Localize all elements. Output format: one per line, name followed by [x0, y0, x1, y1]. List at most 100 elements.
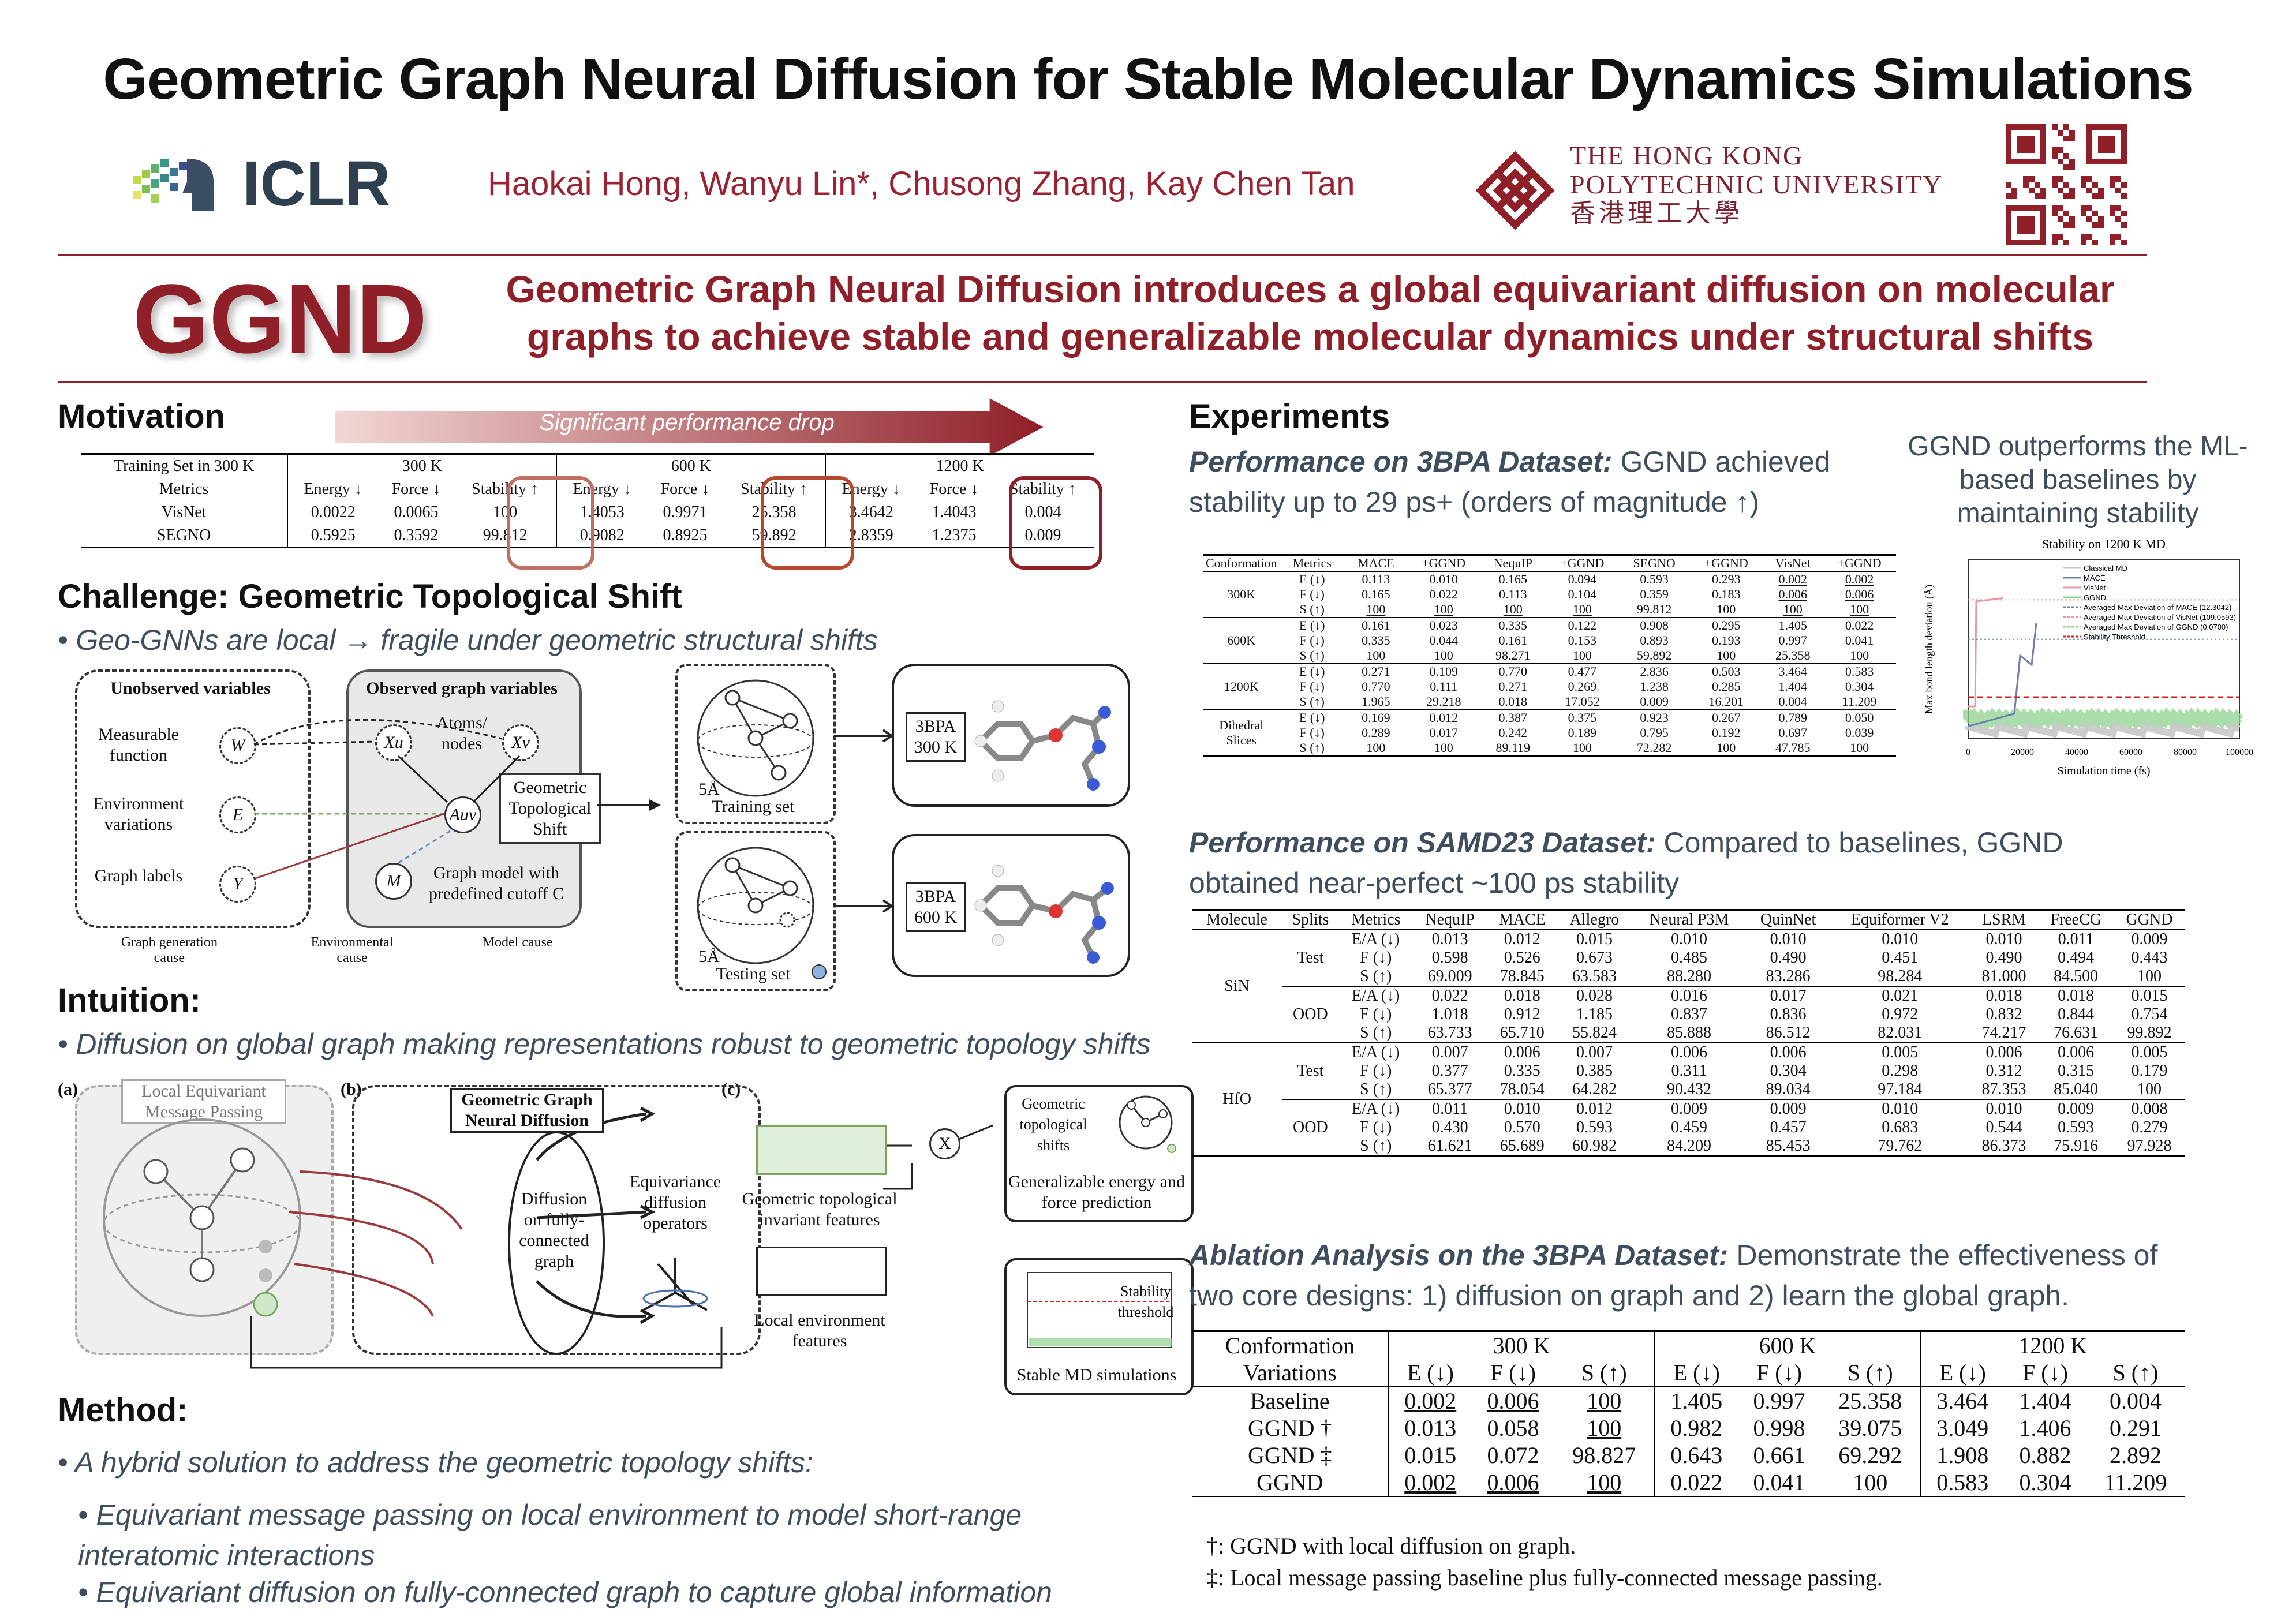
cell: 0.006: [1845, 587, 1874, 601]
cell: 0.165: [1498, 572, 1528, 586]
cell: F (↓): [1360, 1062, 1392, 1080]
table-row: S (↑) 100 100 98.271 100 59.892 100 25.358 100: [1203, 648, 1896, 664]
cell: 0.094: [1568, 572, 1597, 586]
cell: 0.9971: [663, 503, 708, 521]
cell: 1.406: [2019, 1415, 2071, 1441]
group-label: 300K: [1227, 587, 1256, 601]
cell: 0.072: [1487, 1442, 1539, 1468]
footnote-2: ‡: Local message passing baseline plus f…: [1206, 1565, 1883, 1591]
cell: 0.335: [1362, 633, 1390, 648]
divider-bottom: [58, 381, 2147, 383]
table-row: 1200K E (↓) 0.271 0.109 0.770 0.477 2.836 0.503…: [1203, 664, 1896, 694]
row-label: GGND: [1257, 1469, 1323, 1495]
cell: 0.009: [1024, 526, 1061, 544]
cell: 100: [2137, 1080, 2162, 1098]
cell: 39.075: [1838, 1415, 1902, 1441]
cell: 84.500: [2054, 967, 2099, 985]
cell: 0.006: [1487, 1388, 1539, 1414]
cell: 0.494: [2058, 949, 2095, 967]
column-header: Neural P3M: [1649, 911, 1729, 929]
series-classical-md: [1965, 723, 2241, 738]
table-row: S (↑) 63.733 65.710 55.824 85.888 86.512 82.03…: [1192, 1024, 2185, 1043]
column-header: MACE: [1358, 556, 1394, 570]
group-label: 600K: [1227, 633, 1256, 648]
iclr-pixel-icon: [133, 159, 214, 211]
intuition-bullet: • Diffusion on global graph making repre…: [58, 1028, 1151, 1060]
cell: 100: [1434, 602, 1453, 616]
column-header: NequIP: [1493, 556, 1532, 570]
testing-graph-icon: [697, 847, 827, 979]
challenge-heading: Challenge: Geometric Topological Shift: [58, 578, 682, 615]
var-header: Variations: [1243, 1360, 1337, 1386]
cell: 0.011: [1432, 1100, 1468, 1118]
cell: 0.004: [1778, 694, 1807, 709]
split-label: OOD: [1293, 1005, 1328, 1023]
series-mace: [1968, 623, 2037, 727]
cell: 0.004: [1024, 503, 1061, 521]
cell: 100: [493, 503, 518, 521]
cell: 0.013: [1431, 930, 1468, 948]
cell: 0.012: [1504, 930, 1540, 948]
qr-code[interactable]: [2006, 124, 2127, 245]
cell: 0.113: [1362, 572, 1390, 586]
cell: 100: [1587, 1388, 1622, 1414]
legend-entry: Classical MD: [2084, 564, 2127, 572]
cell: 1.238: [1640, 679, 1669, 694]
table-row: SiN Test E/A (↓) 0.013 0.012 0.015 0.010 0.010 0…: [1192, 930, 2185, 995]
experiments-heading: Experiments: [1189, 398, 1390, 435]
molecule-300k-box: 3BPA 300 K: [892, 664, 1130, 807]
cell: 25.358: [1775, 648, 1811, 663]
cell: 0.009: [2058, 1100, 2095, 1118]
cell: 0.021: [1882, 987, 1919, 1005]
table-row: F (↓) 0.770 0.111 0.271 0.269 1.238 0.285 1.404…: [1203, 679, 1896, 694]
cell: 17.052: [1565, 694, 1600, 709]
column-header: LSRM: [1981, 911, 2026, 929]
cell: E (↓): [1299, 664, 1325, 679]
legend-model: Model cause: [482, 935, 553, 950]
node-m: M: [375, 863, 412, 900]
cell: 0.023: [1429, 618, 1458, 633]
molecule-label: HfO: [1222, 1090, 1251, 1108]
cell: 100: [1717, 740, 1736, 755]
temp-header: 1200 K: [1920, 1331, 2185, 1359]
cell: 69.292: [1838, 1442, 1902, 1468]
set-arrows: [834, 729, 894, 913]
radius-label: 5Å: [698, 947, 720, 966]
cell: 0.315: [2058, 1062, 2095, 1080]
training-set-box: [675, 664, 836, 824]
training-graph-icon: [697, 679, 814, 797]
cell: 0.304: [1845, 679, 1874, 694]
cell: 85.040: [2054, 1080, 2099, 1098]
cell: 0.271: [1498, 679, 1528, 694]
cell: 100: [1850, 648, 1869, 663]
cell: 85.453: [1766, 1137, 1811, 1155]
local-sphere-icon: [103, 1118, 301, 1317]
cell: 0.8925: [663, 526, 708, 544]
molecule-label: SiN: [1224, 977, 1250, 995]
table-row: OOD E/A (↓) 0.011 0.010 0.012 0.009 0.009 0.010…: [1192, 1099, 2185, 1136]
cell: 0.972: [1882, 1005, 1919, 1023]
temp-header: 600 K: [556, 454, 826, 478]
radius-label: 5Å: [698, 780, 720, 799]
legend-entry: GGND: [2084, 593, 2106, 602]
legend-entry: Averaged Max Deviation of MACE (12.3042): [2084, 603, 2231, 612]
gts-label: Geometric topological shifts: [1019, 1095, 1087, 1154]
stable-md-box: [1004, 1258, 1194, 1395]
cell: 0.010: [1770, 930, 1807, 948]
cell: 99.892: [2127, 1024, 2172, 1042]
cell: 0.017: [1770, 987, 1807, 1005]
cell: 85.888: [1667, 1024, 1712, 1042]
table-row: S (↑) 1.965 29.218 0.018 17.052 0.009 16.201 0.…: [1203, 694, 1896, 710]
performance-drop-arrow: Significant performance drop: [335, 398, 1044, 456]
cell: 100: [1717, 648, 1736, 663]
cell: 11.209: [2104, 1469, 2167, 1495]
cell: 1.404: [1778, 679, 1807, 694]
cell: 0.006: [1487, 1469, 1539, 1495]
cell: 100: [1717, 602, 1736, 616]
method-bullet-1: • A hybrid solution to address the geome…: [58, 1446, 813, 1479]
cell: 100: [1434, 740, 1453, 755]
cell: 0.009: [1671, 1100, 1708, 1118]
labels-label: Graph labels: [94, 866, 183, 885]
cell: 0.459: [1671, 1118, 1708, 1136]
column-header: Splits: [1292, 911, 1329, 929]
